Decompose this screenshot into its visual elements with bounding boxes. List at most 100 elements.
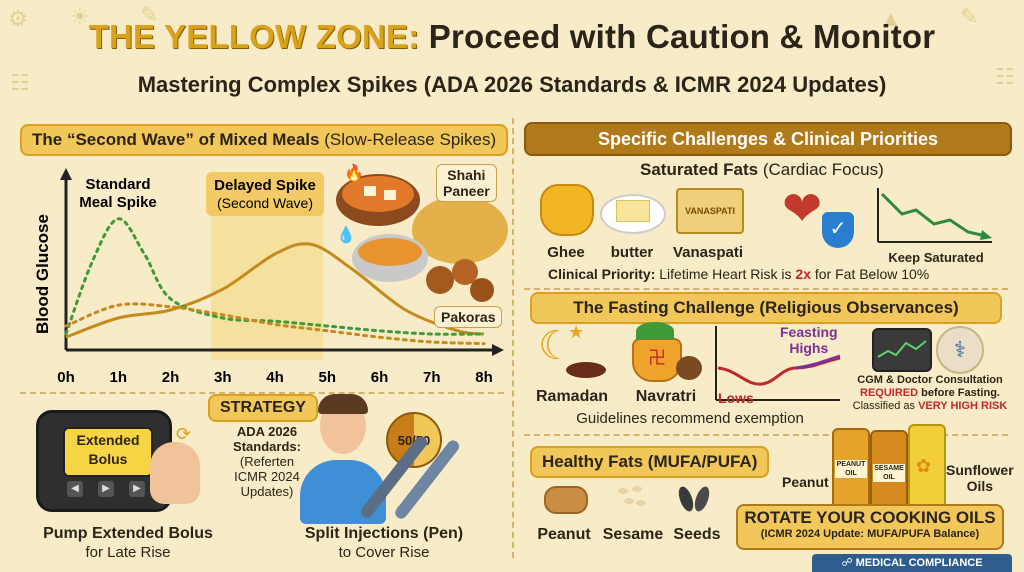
sunflower-seeds-icon [675,482,714,518]
x-tick-label: 3h [214,369,232,386]
sunflower-oils-label: Sunflower Oils [946,462,1014,494]
fasting-banner: The Fasting Challenge (Religious Observa… [530,292,1002,324]
sat-item-ghee: Ghee [547,244,585,261]
peanut-icon [544,486,588,514]
fasting-item-ramadan: Ramadan [535,388,609,405]
guidelines-note: Guidelines recommend exemption [576,410,804,427]
pakora-icon [426,266,454,294]
rice-icon [412,196,508,264]
healthy-item-seeds: Seeds [673,526,721,543]
fasting-item-navratri: Navratri [635,388,697,405]
banner-bold: The “Second Wave” of Mixed Meals [32,130,320,149]
challenges-banner: Specific Challenges & Clinical Prioritie… [524,122,1012,156]
mixed-tail-curve [64,302,486,346]
title-rest: Proceed with Caution & Monitor [419,18,936,55]
flame-icon: 🔥 [344,163,364,182]
pump-screen: Extended Bolus [63,427,153,477]
lows-label: Lows [718,390,754,406]
butter-plate-icon [600,194,666,234]
pump-play-icon: ▶ [98,481,114,497]
standard-spike-label-2: Meal Spike [79,194,157,211]
doodle-icon: ☷ [995,64,1015,89]
mixed-meal-curve [65,242,485,339]
kalash-icon: 卍 [632,338,682,382]
coconut-icon [676,356,702,380]
x-ticks: 0h 1h 2h 3h 4h 5h 6h 7h 8h [57,369,493,386]
keep-saturated-label: Keep Saturated [888,250,984,265]
x-tick-label: 7h [423,369,441,386]
doodle-icon: ✎ [140,2,159,27]
right-divider-2 [524,434,1008,436]
strategy-banner: STRATEGY [208,394,318,422]
oil-drop-icon: 💧 [336,225,356,244]
feasting-highs-label: Feasting Highs [780,324,838,356]
left-divider [20,392,504,394]
sat-item-vanaspati: Vanaspati [672,244,744,261]
crescent-moon-icon: ☾ [538,324,574,368]
medical-compliance-footer: ☍ MEDICAL COMPLIANCE [812,554,1012,572]
shield-check-icon: ✓ [822,212,854,248]
leaves-icon [636,322,674,340]
doodle-icon: ⚙ [8,6,28,31]
pump-buttons: ◀ ▶ ▶ [67,481,145,499]
x-tick-label: 0h [57,369,75,386]
x-tick-label: 6h [371,369,389,386]
star-icon: ★ [568,322,585,342]
sat-item-butter: butter [610,244,654,261]
healthy-fats-banner: Healthy Fats (MUFA/PUFA) [530,446,770,478]
dates-icon [566,362,606,378]
title-highlight: THE YELLOW ZONE: [88,18,420,55]
x-tick-label: 4h [266,369,284,386]
pump-left-icon: ◀ [67,481,83,497]
y-axis-label: Blood Glucose [33,214,52,334]
page-subtitle: Mastering Complex Spikes (ADA 2026 Stand… [137,72,887,97]
food-illustration: 🔥 💧 [336,163,508,302]
cgm-device-icon [872,328,932,372]
pakoras-label: Pakoras [434,306,503,328]
pump-caption: Pump Extended Bolus for Late Rise [43,525,213,561]
standard-spike-label-1: Standard [85,176,150,193]
x-tick-label: 2h [162,369,180,386]
split-caption: Split Injections (Pen) to Cover Rise [304,525,464,561]
x-tick-label: 5h [318,369,336,386]
heart-icon: ❤ [782,183,823,236]
hand-icon [150,442,200,504]
delayed-spike-label-2: (Second Wave) [217,195,313,211]
healthy-item-sesame: Sesame [602,526,664,543]
doodle-icon: ✎ [960,4,979,29]
vanaspati-pack-icon: VANASPATI [676,188,744,234]
shahi-paneer-label: Shahi Paneer [436,164,497,202]
peanut-oil-bottle-icon: PEANUT OIL [832,428,870,514]
sunflower-oil-bottle-icon: ✿ [908,424,946,514]
sesame-oil-bottle-icon: SESAME OIL [870,430,908,514]
declining-chart-icon [877,188,992,243]
x-tick-label: 1h [109,369,127,386]
insulin-pump: Extended Bolus ◀ ▶ ▶ [36,410,172,512]
doodle-icon: ▲ [880,6,902,31]
peanut-oil-label: Peanut [782,474,829,490]
healthy-item-peanut: Peanut [537,526,591,543]
rotate-oils-box: ROTATE YOUR COOKING OILS (ICMR 2024 Upda… [736,504,1004,550]
delayed-spike-box [206,172,324,216]
doodle-icon: ☀ [70,4,90,29]
glucose-chart: Blood Glucose 0h 1h 2h 3h 4h 5h 6h 7h 8h Standar… [33,168,504,386]
clinical-priority: Clinical Priority: Lifetime Heart Risk i… [548,266,930,282]
ada-standards-note: ADA 2026 Standards: (Referten ICMR 2024 … [233,424,301,499]
fasting-glucose-chart-icon [715,326,841,401]
refresh-icon: ⟳ [176,424,192,444]
sesame-icon [614,484,648,512]
saturated-fats-heading: Saturated Fats (Cardiac Focus) [640,160,884,179]
page-title: THE YELLOW ZONE: Proceed with Caution & … [0,18,1024,56]
delayed-spike-label-1: Delayed Spike [214,177,316,194]
center-divider [512,118,514,558]
standard-meal-curve [64,217,486,336]
person-hair-icon [318,394,368,414]
y-axis-arrow [60,168,72,180]
right-divider-1 [524,288,1008,290]
x-axis-arrow [492,344,504,356]
second-wave-banner: The “Second Wave” of Mixed Meals (Slow-R… [20,124,509,156]
doctor-icon: ⚕ [936,326,984,374]
banner-light: (Slow-Release Spikes) [319,130,497,149]
ghee-jar-icon [540,184,594,236]
compliance-shield-icon: ☍ [841,557,853,569]
